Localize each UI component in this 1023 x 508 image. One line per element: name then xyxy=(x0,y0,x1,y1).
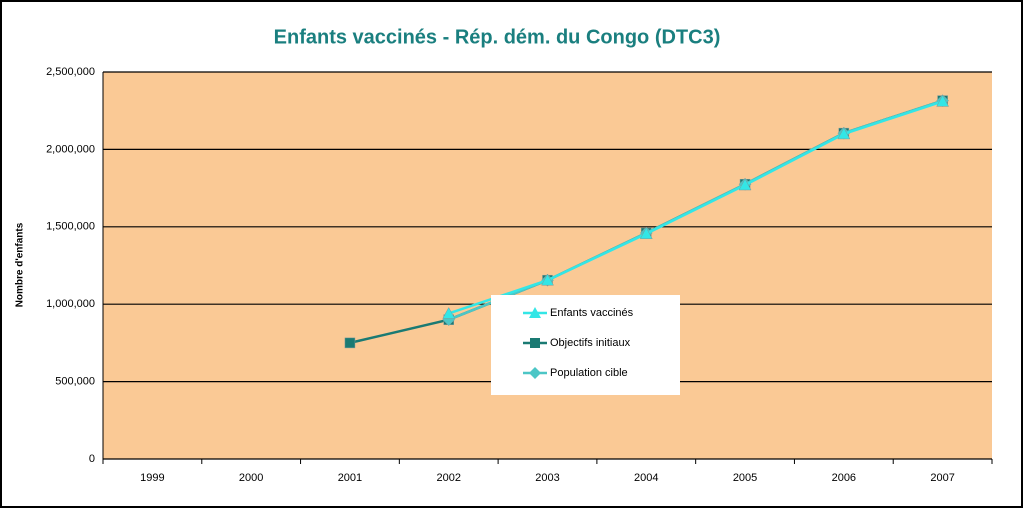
y-tick-label: 1,000,000 xyxy=(46,298,95,310)
legend-label: Objectifs initiaux xyxy=(550,337,631,349)
x-tick-label: 2005 xyxy=(733,472,757,484)
x-tick-label: 2004 xyxy=(634,472,658,484)
x-tick-label: 2007 xyxy=(930,472,954,484)
y-tick-label: 2,500,000 xyxy=(46,66,95,78)
marker xyxy=(442,306,456,319)
marker xyxy=(738,178,752,191)
x-tick-label: 2001 xyxy=(338,472,362,484)
y-axis-label: Nombre d'enfants xyxy=(15,222,26,307)
marker xyxy=(530,338,540,348)
marker xyxy=(936,94,950,107)
marker xyxy=(639,227,653,240)
x-tick-label: 2003 xyxy=(535,472,559,484)
legend xyxy=(491,295,680,395)
marker xyxy=(529,307,541,318)
x-tick-label: 2006 xyxy=(832,472,856,484)
chart-title: Enfants vaccinés - Rép. dém. du Congo (D… xyxy=(274,26,721,48)
y-tick-label: 1,500,000 xyxy=(46,221,95,233)
marker xyxy=(529,367,541,379)
legend-label: Population cible xyxy=(550,367,628,379)
series-line xyxy=(448,100,944,315)
y-tick-label: 0 xyxy=(89,453,95,465)
x-tick-label: 2002 xyxy=(436,472,460,484)
marker xyxy=(344,337,356,349)
y-tick-label: 2,000,000 xyxy=(46,143,95,155)
x-tick-label: 2000 xyxy=(239,472,263,484)
marker xyxy=(541,273,554,286)
marker xyxy=(837,127,851,140)
x-tick-label: 1999 xyxy=(140,472,164,484)
legend-label: Enfants vaccinés xyxy=(550,307,634,319)
y-tick-label: 500,000 xyxy=(55,376,95,388)
